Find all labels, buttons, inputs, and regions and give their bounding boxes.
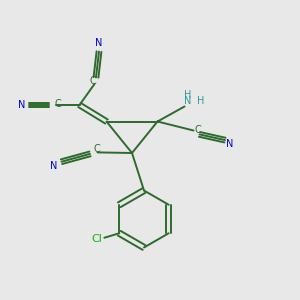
Text: C: C — [55, 99, 61, 109]
Text: H: H — [184, 90, 191, 100]
Text: N: N — [50, 161, 58, 171]
Text: C: C — [89, 76, 96, 86]
Text: N: N — [18, 100, 26, 110]
Text: N: N — [184, 96, 191, 106]
Text: N: N — [95, 38, 102, 48]
Text: H: H — [197, 96, 205, 106]
Text: Cl: Cl — [92, 234, 102, 244]
Text: C: C — [194, 125, 201, 135]
Text: C: C — [93, 144, 100, 154]
Text: N: N — [226, 139, 234, 149]
